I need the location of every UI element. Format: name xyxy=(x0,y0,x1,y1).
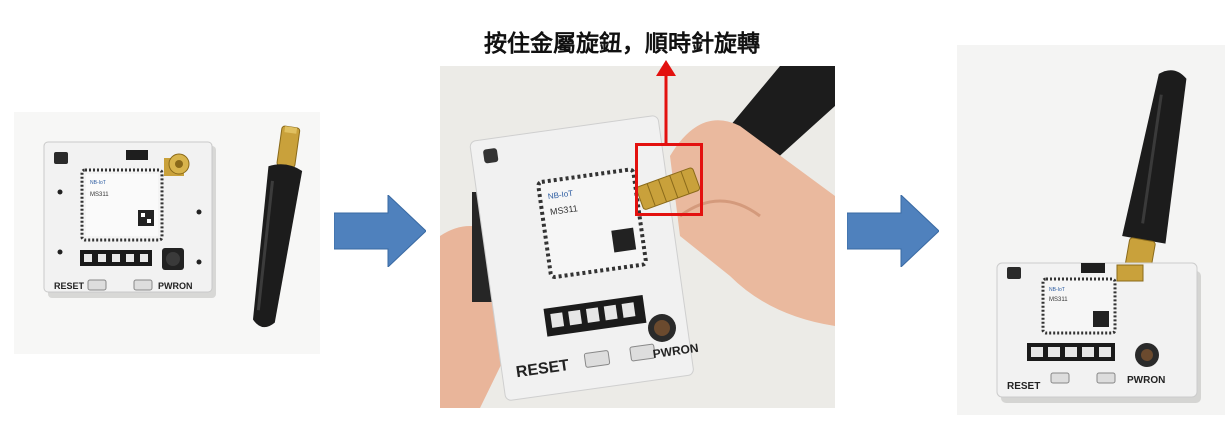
pwron-label-2: PWRON xyxy=(652,341,700,361)
sma-connector xyxy=(1116,264,1144,282)
step1-photo: NB-IoT MS311 RESET PWRON xyxy=(14,112,320,354)
up-arrow-icon xyxy=(656,60,676,144)
nbiot-module xyxy=(536,167,648,279)
pwron-label: PWRON xyxy=(158,281,193,291)
reset-label: RESET xyxy=(54,281,85,291)
right-arrow-icon xyxy=(334,195,426,267)
sma-connector xyxy=(636,167,701,210)
logo-icon xyxy=(54,152,68,164)
reset-label-3: RESET xyxy=(1007,381,1040,392)
module-network-text-3: NB-IoT xyxy=(1049,287,1065,293)
step2-photo: NB-IoT MS311 RESET PWRON xyxy=(440,66,835,408)
step1-illustration: NB-IoT MS311 RESET PWRON xyxy=(43,125,303,328)
module-model-text-3: MS311 xyxy=(1049,297,1068,303)
module-network-text: NB-IoT xyxy=(90,180,106,186)
module-network-text-2: NB-IoT xyxy=(547,189,573,201)
right-arrow-icon-2 xyxy=(847,195,939,267)
step2-illustration: NB-IoT MS311 RESET PWRON xyxy=(440,66,835,408)
antenna xyxy=(1122,70,1187,276)
step3-illustration: NB-IoT MS311 RESET PWRON xyxy=(996,70,1201,403)
highlight-box xyxy=(635,143,703,216)
pwron-label-3: PWRON xyxy=(1127,375,1165,386)
module-model-text: MS311 xyxy=(90,192,109,198)
loose-antenna xyxy=(252,125,303,328)
module-model-text-2: MS311 xyxy=(549,203,578,217)
step3-photo: NB-IoT MS311 RESET PWRON xyxy=(957,45,1225,415)
instruction-caption: 按住金屬旋鈕，順時針旋轉 xyxy=(484,31,760,57)
hand-right xyxy=(670,120,835,327)
